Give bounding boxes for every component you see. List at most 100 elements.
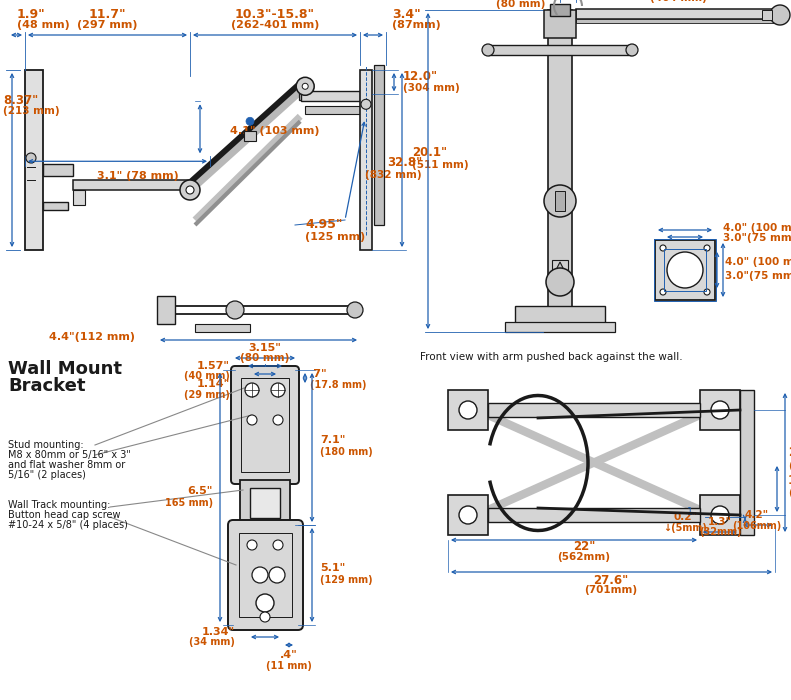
- Circle shape: [186, 186, 194, 194]
- Text: 1.3": 1.3": [708, 517, 732, 527]
- Bar: [244, 132, 256, 141]
- Text: Bracket: Bracket: [8, 377, 85, 395]
- Bar: [157, 296, 175, 324]
- Bar: [488, 45, 632, 55]
- Text: (80 mm): (80 mm): [240, 353, 290, 363]
- Bar: [654, 239, 716, 301]
- Bar: [548, 10, 572, 307]
- Text: (701mm): (701mm): [585, 585, 638, 595]
- Text: (125 mm): (125 mm): [305, 232, 365, 242]
- Circle shape: [271, 383, 285, 397]
- Bar: [544, 10, 576, 38]
- Text: (17.8 mm): (17.8 mm): [310, 380, 366, 390]
- Text: .7": .7": [310, 369, 327, 379]
- Bar: [374, 65, 384, 225]
- Text: (80 mm): (80 mm): [496, 0, 545, 9]
- Circle shape: [660, 289, 666, 295]
- Text: 1.34": 1.34": [202, 627, 235, 637]
- Circle shape: [226, 301, 244, 319]
- Bar: [505, 322, 615, 332]
- Bar: [360, 70, 372, 250]
- Bar: [305, 106, 360, 114]
- Circle shape: [273, 540, 283, 550]
- Bar: [552, 260, 568, 282]
- Bar: [73, 180, 190, 190]
- Bar: [488, 508, 700, 522]
- Text: (562mm): (562mm): [558, 552, 611, 562]
- Text: and flat washer 8mm or: and flat washer 8mm or: [8, 460, 125, 470]
- Text: Wall Track mounting:: Wall Track mounting:: [8, 500, 111, 510]
- Text: Wall Mount: Wall Mount: [8, 360, 122, 378]
- Text: ↓(5mm): ↓(5mm): [663, 523, 707, 533]
- Text: M8 x 80mm or 5/16" x 3": M8 x 80mm or 5/16" x 3": [8, 450, 131, 460]
- FancyBboxPatch shape: [231, 366, 299, 484]
- Bar: [25, 70, 43, 250]
- Bar: [664, 249, 706, 291]
- Circle shape: [273, 415, 283, 425]
- Text: 4.95": 4.95": [305, 218, 343, 232]
- Circle shape: [704, 289, 710, 295]
- Text: 1.14": 1.14": [197, 379, 230, 389]
- Text: 4.4"(112 mm): 4.4"(112 mm): [49, 332, 135, 342]
- Text: Stud mounting:: Stud mounting:: [8, 440, 84, 450]
- Text: 5.1": 5.1": [320, 563, 345, 573]
- Polygon shape: [550, 262, 570, 282]
- Text: (297 mm): (297 mm): [77, 20, 138, 30]
- Text: (129 mm): (129 mm): [320, 575, 373, 585]
- Bar: [700, 390, 740, 430]
- Text: (32mm): (32mm): [698, 527, 741, 537]
- Text: 11.7": 11.7": [88, 8, 126, 22]
- Text: (180 mm): (180 mm): [320, 447, 373, 457]
- Text: Button head cap screw: Button head cap screw: [8, 510, 120, 520]
- Circle shape: [482, 44, 494, 56]
- Bar: [448, 390, 488, 430]
- Circle shape: [711, 401, 729, 419]
- Text: Front view with arm pushed back against the wall.: Front view with arm pushed back against …: [420, 352, 683, 362]
- Text: 10.3"-15.8": 10.3"-15.8": [235, 8, 315, 22]
- Bar: [43, 202, 68, 210]
- Bar: [299, 86, 313, 100]
- Text: (516mm): (516mm): [788, 461, 791, 471]
- Bar: [448, 495, 488, 535]
- FancyBboxPatch shape: [228, 520, 303, 630]
- Text: 8.37": 8.37": [3, 94, 38, 106]
- Text: 1.57": 1.57": [197, 361, 230, 371]
- Text: (511 mm): (511 mm): [412, 160, 468, 170]
- Text: 1: 1: [687, 507, 693, 517]
- Text: (259mm): (259mm): [788, 488, 791, 498]
- Text: (304 mm): (304 mm): [403, 83, 460, 93]
- Bar: [576, 9, 780, 19]
- Text: (832 mm): (832 mm): [365, 170, 422, 180]
- Bar: [550, 4, 570, 16]
- Text: (48 mm): (48 mm): [17, 20, 70, 30]
- Text: 20": 20": [788, 447, 791, 459]
- Text: 3.0"(75 mm): 3.0"(75 mm): [725, 271, 791, 281]
- Bar: [43, 164, 73, 176]
- Circle shape: [180, 180, 200, 200]
- Text: #10-24 x 5/8" (4 places): #10-24 x 5/8" (4 places): [8, 520, 128, 530]
- Circle shape: [626, 44, 638, 56]
- Circle shape: [711, 506, 729, 524]
- Circle shape: [247, 540, 257, 550]
- Bar: [241, 378, 289, 472]
- Bar: [740, 390, 754, 535]
- Text: (40 mm): (40 mm): [184, 371, 230, 381]
- Text: (106mm): (106mm): [732, 521, 782, 531]
- Text: 22": 22": [573, 540, 595, 554]
- Text: (87mm): (87mm): [392, 20, 441, 30]
- Circle shape: [269, 567, 285, 583]
- Text: 4.0" (100 mm): 4.0" (100 mm): [725, 257, 791, 267]
- Text: 6.5": 6.5": [187, 486, 213, 496]
- Bar: [250, 488, 280, 518]
- Circle shape: [544, 185, 576, 217]
- Text: 4.0" (100 mm): 4.0" (100 mm): [723, 223, 791, 233]
- Text: 5/16" (2 places): 5/16" (2 places): [8, 470, 86, 480]
- Bar: [700, 495, 740, 535]
- Bar: [73, 190, 85, 205]
- Text: 4.1" (103 mm): 4.1" (103 mm): [230, 126, 320, 136]
- Circle shape: [347, 302, 363, 318]
- Text: 0.2": 0.2": [673, 512, 697, 522]
- Circle shape: [252, 567, 268, 583]
- Circle shape: [459, 401, 477, 419]
- Text: (29 mm): (29 mm): [184, 390, 230, 400]
